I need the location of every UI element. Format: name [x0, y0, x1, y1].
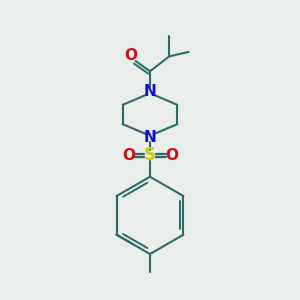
Text: N: N	[144, 84, 156, 99]
Text: N: N	[144, 130, 156, 145]
Text: O: O	[165, 148, 178, 163]
Text: S: S	[144, 146, 156, 164]
Text: O: O	[124, 48, 137, 63]
Text: O: O	[122, 148, 135, 163]
